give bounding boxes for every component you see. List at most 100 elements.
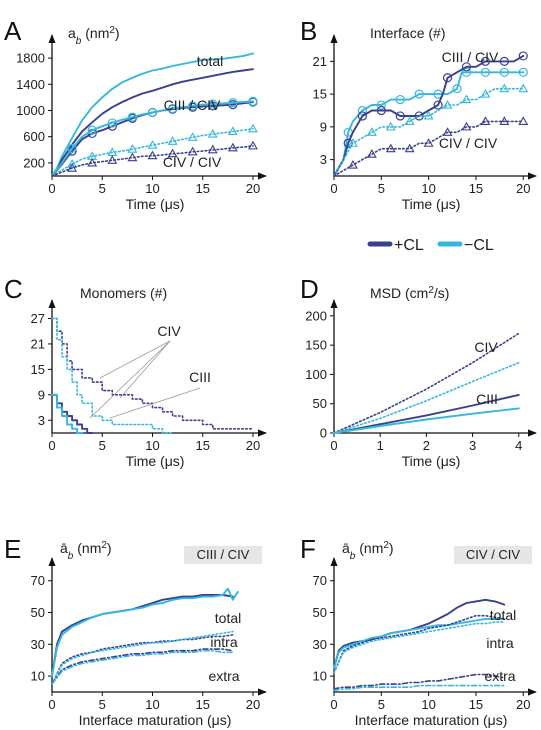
title-fragment: b [350, 551, 356, 562]
data-point-circle [228, 98, 238, 108]
data-point-circle [442, 73, 453, 83]
series-line-extra-plus-cl [51, 648, 234, 685]
data-point-triangle [107, 155, 118, 164]
title-fragment: MSD (cm [370, 285, 428, 301]
series-line-extra-minus-cl [51, 649, 234, 685]
series-line-intra-minus-cl [333, 621, 506, 674]
data-point-circle [127, 112, 137, 122]
series-line-civ-plus-cl [51, 317, 254, 430]
title-fragment: ) [107, 540, 112, 556]
data-point-triangle [442, 127, 453, 136]
y-tick-label: 50 [31, 605, 45, 620]
annotation-label: extra [208, 668, 239, 684]
data-point-triangle [248, 123, 258, 133]
y-tick-label: 9 [38, 387, 45, 402]
series-line-ciii-civ-minus-cl [51, 100, 254, 177]
data-point-triangle [187, 132, 198, 141]
x-axis-label: Interface maturation (μs) [355, 712, 508, 728]
legend-label-plus-cl: +CL [394, 237, 424, 254]
title-fragment: 2 [101, 540, 107, 551]
badge-label: CIII / CIV [197, 547, 250, 562]
annotation-label: CIII [476, 391, 498, 407]
x-tick-label: 0 [330, 697, 337, 712]
annotation-label: CIV / CIV [439, 135, 498, 151]
y-tick-label: 21 [31, 336, 45, 351]
annotation-label: total [215, 610, 241, 626]
panel-title: Monomers (#) [80, 285, 167, 301]
data-point-circle [208, 99, 218, 109]
y-tick-label: 3 [38, 413, 45, 428]
panel-letter: C [4, 274, 23, 304]
data-point-circle [147, 107, 158, 118]
y-tick-label: 100 [305, 367, 327, 382]
y-tick-label: 200 [23, 155, 45, 170]
data-point-triangle [347, 138, 358, 147]
data-point-triangle [423, 138, 434, 147]
panel-letter: D [300, 274, 319, 304]
data-point-triangle [127, 152, 138, 162]
y-tick-label: 50 [313, 605, 327, 620]
x-axis-label: Time (μs) [126, 453, 185, 469]
data-point-circle [107, 118, 117, 128]
y-tick-label: 21 [313, 54, 327, 69]
title-fragment: (nm [355, 540, 383, 556]
panel-letter: E [4, 534, 21, 564]
y-tick-label: 30 [313, 637, 327, 652]
data-point-circle [167, 103, 178, 114]
series-line-total-minus-cl [51, 52, 254, 177]
series-line-civ-minus-cl [333, 361, 520, 434]
data-point-circle [395, 94, 405, 105]
annotation-label: extra [484, 668, 515, 684]
data-point-circle [67, 143, 77, 154]
annotation-label: total [197, 53, 223, 69]
series-line-civ-minus-cl [51, 317, 174, 434]
title-fragment: ā [342, 540, 350, 556]
y-tick-label: 1400 [16, 77, 45, 92]
x-tick-label: 5 [99, 438, 106, 453]
annotation-label: total [490, 607, 516, 623]
x-tick-label: 15 [469, 697, 483, 712]
title-fragment: a [68, 25, 76, 41]
x-tick-label: 2 [423, 438, 430, 453]
data-point-triangle [442, 99, 453, 109]
data-point-triangle [366, 149, 377, 158]
series-line-ciii-plus-cl [333, 393, 520, 434]
y-tick-label: 30 [31, 637, 45, 652]
annotation-label: CIV [157, 323, 181, 339]
badge-bg [454, 546, 532, 564]
panel-letter: B [300, 16, 317, 46]
x-tick-label: 15 [469, 181, 483, 196]
data-point-triangle [423, 110, 434, 120]
data-point-circle [461, 67, 472, 77]
data-point-triangle [347, 159, 358, 169]
data-point-circle [376, 100, 386, 110]
x-axis-label: Interface maturation (μs) [79, 712, 232, 728]
data-point-triangle [480, 89, 491, 98]
series-line-civ-civ-plus-cl [333, 120, 525, 177]
series-line-total-plus-cl [51, 68, 254, 177]
data-point-triangle [87, 157, 98, 167]
title-fragment: 2 [383, 540, 389, 551]
series-line-civ-civ-minus-cl [51, 128, 254, 177]
x-tick-label: 10 [145, 181, 159, 196]
series-line-civ-civ-minus-cl [333, 87, 525, 177]
y-tick-label: 1800 [16, 51, 45, 66]
x-tick-label: 5 [99, 697, 106, 712]
series-line-ciii-civ-plus-cl [333, 54, 525, 177]
data-point-triangle [404, 116, 415, 125]
data-point-triangle [167, 136, 178, 145]
y-tick-label: 0 [320, 426, 327, 441]
series-line-ciii-minus-cl [333, 407, 520, 434]
data-point-triangle [147, 140, 158, 149]
panel-title: Interface (#) [370, 25, 445, 41]
data-point-circle [499, 56, 509, 66]
x-tick-label: 15 [195, 181, 209, 196]
panel-letter: F [300, 534, 316, 564]
title-fragment: /s) [434, 285, 450, 301]
panel-b: B Interface (#) 0 5 10 15 20 3 9 15 21 Time (μs) CII… [300, 16, 537, 212]
data-point-circle [188, 101, 198, 111]
y-tick-label: 9 [320, 119, 327, 134]
data-point-triangle [461, 94, 472, 104]
data-point-triangle [461, 121, 472, 131]
